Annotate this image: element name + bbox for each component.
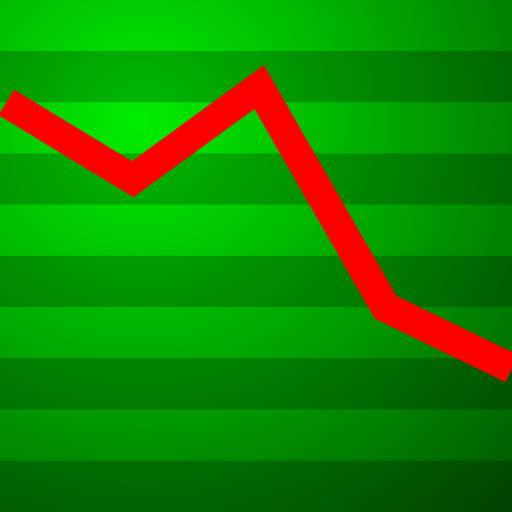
plot-area	[0, 65, 512, 383]
grid-stripe	[0, 460, 512, 512]
grid-stripe	[0, 255, 512, 307]
grid-stripe	[0, 358, 512, 410]
series-line	[0, 65, 512, 383]
grid-stripes	[0, 51, 512, 512]
